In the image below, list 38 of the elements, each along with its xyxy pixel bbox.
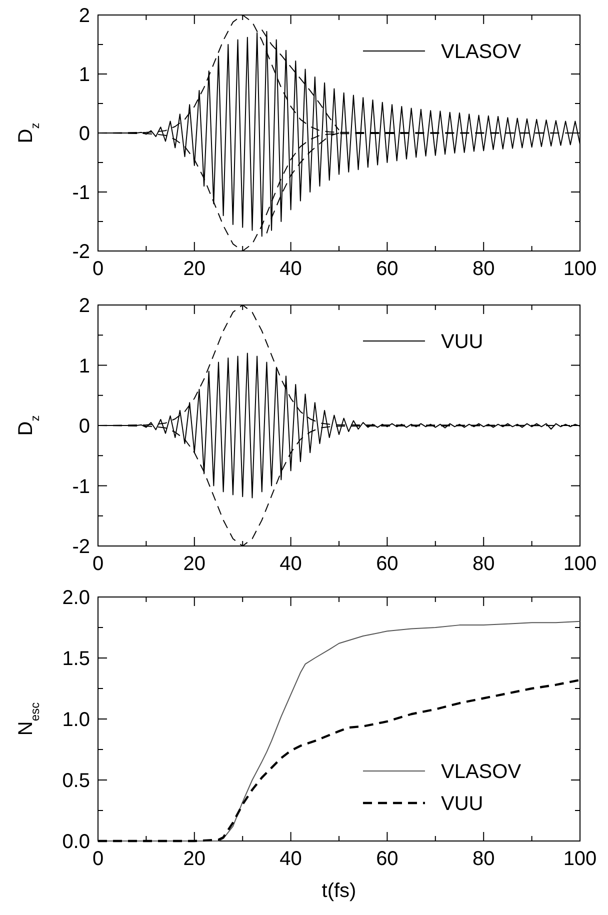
y-tick-label: 0	[78, 123, 90, 145]
x-tick-label: 60	[376, 258, 398, 280]
y-tick-label: 2	[78, 5, 90, 27]
x-tick-label: 0	[92, 258, 104, 280]
x-tick-label: 60	[376, 553, 398, 575]
x-tick-label: 80	[472, 258, 495, 280]
y-tick-label: 2.0	[62, 587, 90, 609]
legend-label: VLASOV	[441, 761, 522, 783]
y-tick-label: -2	[72, 241, 90, 263]
x-tick-label: 40	[280, 553, 302, 575]
x-tick-label: 40	[280, 258, 302, 280]
x-tick-label: 100	[563, 848, 597, 870]
legend-label: VLASOV	[441, 41, 522, 63]
x-tick-label: 20	[183, 553, 206, 575]
x-tick-label: 0	[92, 848, 104, 870]
x-tick-label: 100	[563, 553, 597, 575]
legend-label: VUU	[441, 331, 484, 353]
x-axis-title: t(fs)	[322, 880, 356, 902]
y-tick-label: -1	[72, 182, 90, 204]
x-tick-label: 20	[183, 848, 206, 870]
legend-label: VUU	[441, 793, 484, 815]
y-tick-label: 2	[78, 295, 90, 317]
y-tick-label: 0.5	[62, 770, 90, 792]
x-tick-label: 60	[376, 848, 398, 870]
y-tick-label: -1	[72, 476, 90, 498]
x-tick-label: 20	[183, 258, 206, 280]
x-tick-label: 100	[563, 258, 597, 280]
y-tick-label: 0.0	[62, 831, 90, 853]
x-tick-label: 80	[472, 848, 495, 870]
x-tick-label: 80	[472, 553, 495, 575]
y-tick-label: 1.0	[62, 709, 90, 731]
y-tick-label: 1	[78, 64, 90, 86]
y-tick-label: 1.5	[62, 648, 90, 670]
y-tick-label: 0	[78, 416, 90, 438]
x-tick-label: 40	[280, 848, 302, 870]
y-tick-label: 1	[78, 355, 90, 378]
x-tick-label: 0	[92, 553, 104, 575]
y-tick-label: -2	[72, 536, 90, 558]
